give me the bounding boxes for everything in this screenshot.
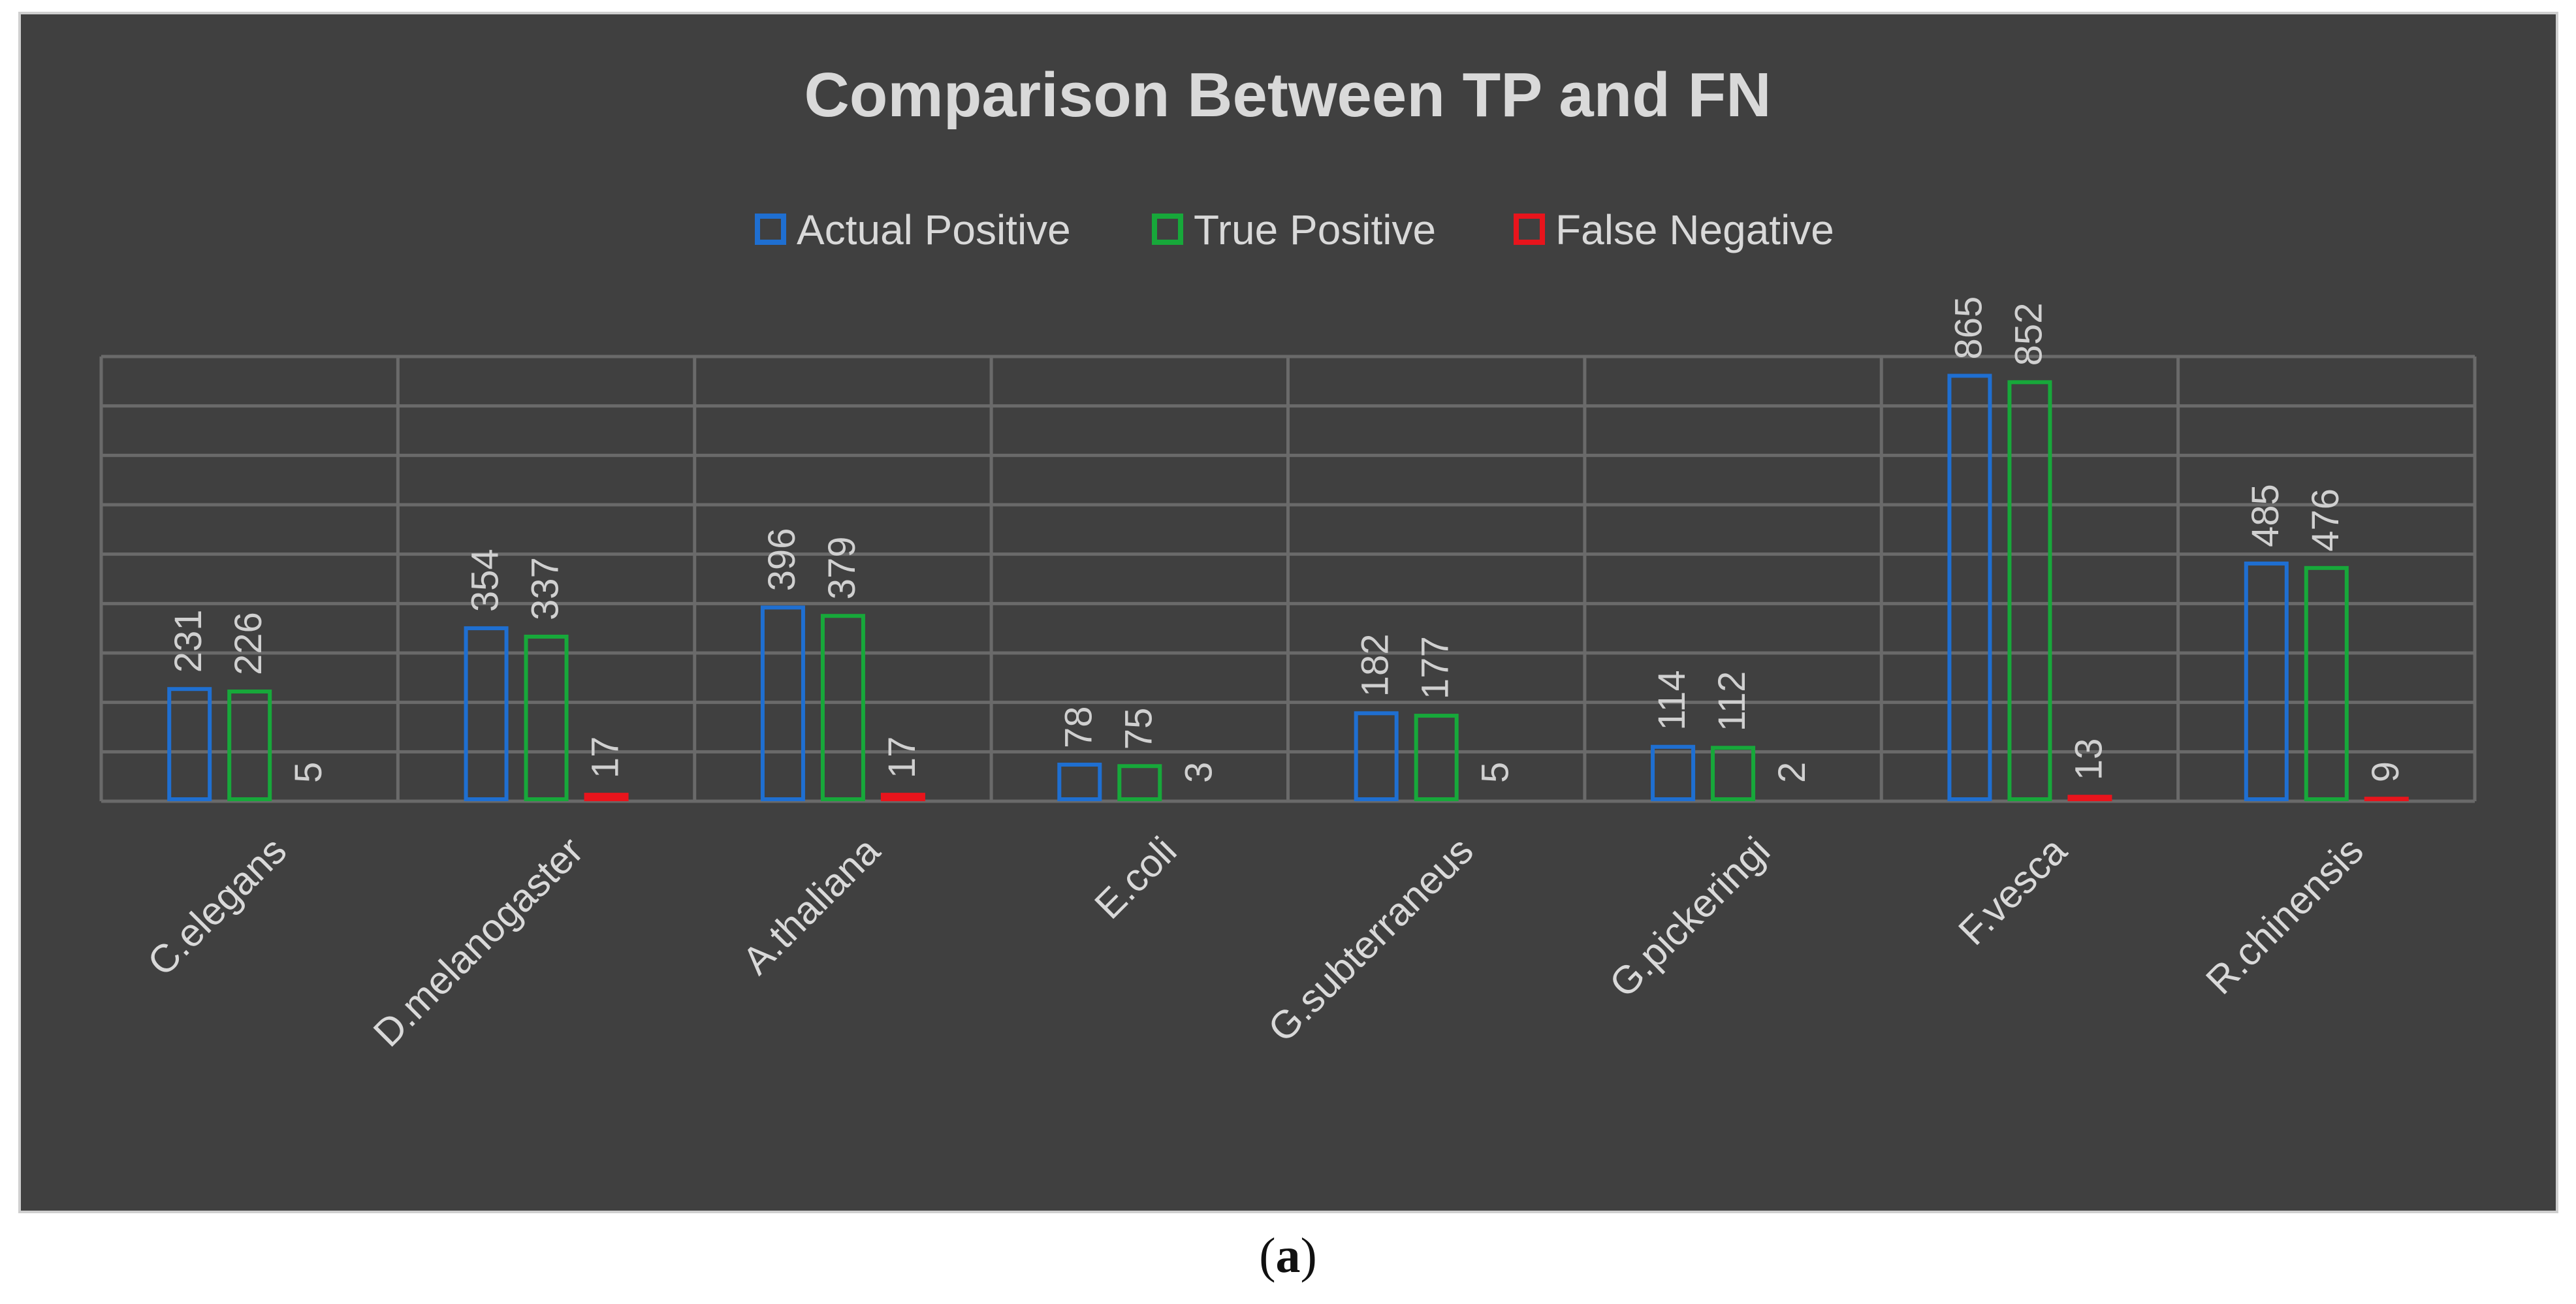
bar (1057, 762, 1102, 801)
bar (2304, 565, 2349, 801)
data-label: 231 (167, 609, 210, 673)
category-label: G.subterraneus (1260, 829, 1482, 1051)
bar (227, 689, 272, 801)
bar (464, 626, 509, 801)
bar (1414, 714, 1459, 801)
bars (167, 374, 2409, 802)
legend-label: False Negative (1555, 206, 1834, 253)
data-label: 852 (2007, 303, 2050, 366)
x-axis-labels: C.elegans D.melanogaster A.thaliana E.coli G… (139, 828, 2372, 1055)
legend-label: True Positive (1194, 206, 1436, 253)
data-label: 177 (1414, 636, 1457, 699)
bar (1711, 746, 1756, 801)
caption-close: ) (1300, 1228, 1317, 1283)
data-label: 337 (524, 557, 567, 620)
data-label: 379 (821, 536, 863, 599)
caption-letter: a (1275, 1228, 1301, 1283)
data-label: 112 (1711, 671, 1753, 731)
bar (2067, 795, 2112, 801)
data-label: 17 (584, 737, 627, 779)
category-label: F.vesca (1950, 828, 2075, 953)
grid (99, 355, 2477, 803)
data-label: 75 (1117, 708, 1160, 750)
data-label: 114 (1651, 670, 1693, 730)
category-label: D.melanogaster (365, 829, 592, 1055)
data-label: 226 (227, 612, 270, 675)
data-label: 396 (761, 528, 803, 592)
bar (2244, 562, 2289, 801)
data-label: 2 (1771, 762, 1813, 783)
data-label: 5 (1474, 762, 1517, 783)
bar (880, 793, 925, 802)
caption-open: ( (1259, 1228, 1276, 1283)
legend-swatch (755, 214, 786, 245)
data-label: 354 (464, 549, 507, 612)
figure-caption: (a) (0, 1228, 2576, 1284)
data-label: 78 (1057, 706, 1100, 748)
data-label: 476 (2304, 488, 2347, 552)
bar (1354, 711, 1399, 801)
data-label: 3 (1177, 762, 1220, 783)
category-label: C.elegans (139, 829, 294, 984)
data-label: 9 (2364, 761, 2407, 782)
bar (1651, 744, 1696, 801)
bar (584, 793, 629, 802)
data-label: 865 (1947, 296, 1990, 360)
category-label: G.pickeringi (1601, 829, 1778, 1006)
category-label: A.thaliana (734, 828, 889, 983)
category-label: R.chinensis (2197, 829, 2372, 1003)
bar (1947, 374, 1992, 801)
data-label: 182 (1354, 634, 1397, 697)
bar (1117, 764, 1162, 801)
chart-title: Comparison Between TP and FN (804, 60, 1771, 130)
bar (167, 687, 212, 801)
data-label: 485 (2244, 484, 2287, 547)
bar (760, 605, 805, 801)
bar (2007, 380, 2052, 801)
legend-swatch (1152, 214, 1183, 245)
category-label: E.coli (1086, 829, 1185, 927)
bar (820, 614, 865, 801)
data-labels: 231 226 5 354 337 17 396 379 17 78 75 3 182 177 5 114 11… (167, 296, 2407, 783)
legend: Actual Positive True Positive False Negati… (755, 206, 1834, 253)
data-label: 17 (881, 737, 923, 779)
legend-label: Actual Positive (797, 206, 1071, 253)
bar (524, 635, 569, 802)
data-label: 5 (287, 762, 330, 783)
data-label: 13 (2067, 739, 2110, 781)
legend-swatch (1514, 214, 1545, 245)
